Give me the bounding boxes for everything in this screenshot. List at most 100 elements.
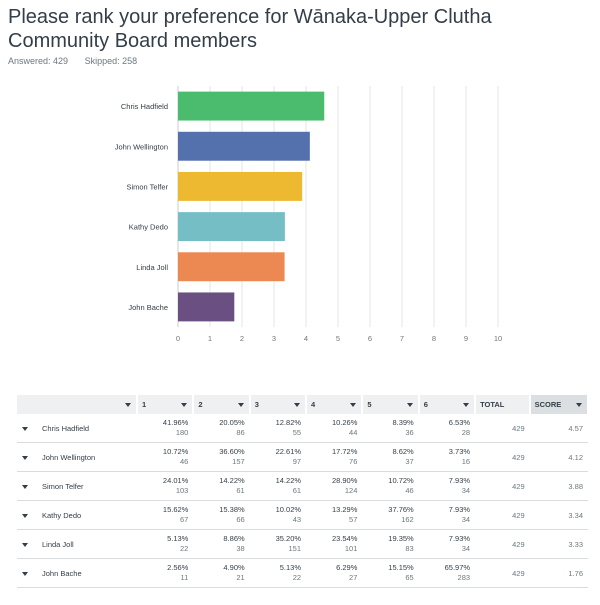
rank-count: 43 xyxy=(292,515,302,524)
name-column-header[interactable] xyxy=(17,395,138,414)
rank-percent: 10.72% xyxy=(388,476,414,485)
x-tick-label: 0 xyxy=(176,334,180,343)
row-name: Simon Telfer xyxy=(37,471,137,501)
x-tick-label: 10 xyxy=(494,334,502,343)
rank-percent: 7.93% xyxy=(448,534,471,543)
rank-count: 21 xyxy=(236,573,245,582)
rank-count: 28 xyxy=(461,428,471,437)
rank-percent: 6.53% xyxy=(448,418,471,427)
rank-count: 46 xyxy=(405,486,414,495)
rank-percent: 22.61% xyxy=(275,447,302,456)
rank-count: 27 xyxy=(349,573,358,582)
rank-cell: 65.97% 283 xyxy=(418,558,476,588)
bar-kathy-dedo xyxy=(178,212,285,242)
chevron-down-icon xyxy=(181,403,188,407)
row-score: 3.33 xyxy=(529,529,588,559)
skipped-count: Skipped: 258 xyxy=(84,56,138,66)
row-toggle[interactable] xyxy=(17,471,37,501)
rank-percent: 14.22% xyxy=(219,476,245,485)
row-toggle[interactable] xyxy=(17,442,37,472)
column-header-2[interactable]: 2 xyxy=(193,395,251,414)
row-score: 3.34 xyxy=(529,500,588,530)
row-total: 429 xyxy=(475,442,530,472)
rank-count: 16 xyxy=(461,457,471,466)
rank-percent: 4.90% xyxy=(223,563,245,572)
column-header-4[interactable]: 4 xyxy=(306,395,364,414)
rank-count: 180 xyxy=(175,428,189,437)
rank-percent: 12.82% xyxy=(275,418,302,427)
row-score: 1.76 xyxy=(529,558,588,588)
row-score: 3.88 xyxy=(529,471,588,501)
rank-cell: 14.22% 61 xyxy=(193,471,250,501)
rank-cell: 7.93% 34 xyxy=(418,529,476,559)
bar-simon-telfer xyxy=(178,171,303,201)
rank-percent: 15.15% xyxy=(388,563,414,572)
column-header-1[interactable]: 1 xyxy=(137,395,195,414)
rank-cell: 10.02% 43 xyxy=(249,500,307,530)
chevron-down-icon xyxy=(22,484,28,489)
rank-count: 103 xyxy=(175,486,189,495)
chevron-down-icon xyxy=(22,513,28,518)
row-toggle[interactable] xyxy=(17,558,37,588)
x-tick-label: 5 xyxy=(336,334,340,343)
row-total: 429 xyxy=(475,558,530,588)
category-label: Simon Telfer xyxy=(126,182,168,191)
rank-percent: 23.54% xyxy=(331,534,358,543)
row-toggle[interactable] xyxy=(17,414,37,443)
rank-cell: 22.61% 97 xyxy=(249,442,307,472)
row-score: 4.57 xyxy=(529,414,588,443)
rank-count: 151 xyxy=(288,544,302,553)
rank-percent: 5.13% xyxy=(279,563,302,572)
chevron-down-icon xyxy=(22,571,28,576)
rank-count: 124 xyxy=(344,486,358,495)
rank-percent: 5.13% xyxy=(167,534,189,543)
rank-percent: 10.02% xyxy=(275,505,302,514)
bar-chris-hadfield xyxy=(178,91,325,121)
rank-percent: 13.29% xyxy=(331,505,358,514)
rank-cell: 15.15% 65 xyxy=(362,558,419,588)
rank-percent: 19.35% xyxy=(388,534,414,543)
column-header-3[interactable]: 3 xyxy=(249,395,308,414)
rank-count: 61 xyxy=(236,486,245,495)
x-tick-label: 6 xyxy=(368,334,372,343)
rank-cell: 23.54% 101 xyxy=(306,529,363,559)
question-title: Please rank your preference for Wānaka-U… xyxy=(8,6,492,52)
rank-count: 83 xyxy=(405,544,414,553)
response-stats: Answered: 429 Skipped: 258 xyxy=(8,56,151,66)
row-toggle[interactable] xyxy=(17,500,37,530)
rank-cell: 2.56% 11 xyxy=(137,558,194,588)
column-header-5[interactable]: 5 xyxy=(362,395,420,414)
table-row: Chris Hadfield 41.96% 180 20.05% 86 12.82% 55 1… xyxy=(17,414,588,443)
rank-cell: 13.29% 57 xyxy=(306,500,363,530)
rank-count: 44 xyxy=(349,428,358,437)
rank-cell: 8.62% 37 xyxy=(362,442,419,472)
column-header-6[interactable]: 6 xyxy=(418,395,477,414)
rank-cell: 3.73% 16 xyxy=(418,442,476,472)
chevron-down-icon xyxy=(22,426,28,431)
column-header-total[interactable]: TOTAL xyxy=(475,395,531,414)
row-toggle[interactable] xyxy=(17,529,37,559)
category-label: John Wellington xyxy=(115,142,168,151)
rank-count: 61 xyxy=(292,486,302,495)
column-header-label: 4 xyxy=(311,400,316,409)
rank-count: 11 xyxy=(180,573,189,582)
rank-cell: 35.20% 151 xyxy=(249,529,307,559)
rank-count: 157 xyxy=(232,457,245,466)
rank-cell: 37.76% 162 xyxy=(362,500,419,530)
rank-cell: 6.53% 28 xyxy=(418,414,476,443)
rank-count: 65 xyxy=(405,573,414,582)
chevron-down-icon xyxy=(463,403,470,407)
chevron-down-icon xyxy=(22,455,28,460)
rank-count: 22 xyxy=(180,544,189,553)
rank-percent: 14.22% xyxy=(275,476,302,485)
rank-cell: 4.90% 21 xyxy=(193,558,250,588)
rank-cell: 28.90% 124 xyxy=(306,471,363,501)
table-row: John Bache 2.56% 11 4.90% 21 5.13% 22 6.29% 27 15… xyxy=(17,558,588,588)
x-tick-label: 7 xyxy=(400,334,404,343)
column-header-score[interactable]: SCORE xyxy=(529,395,590,414)
chevron-down-icon xyxy=(406,403,413,407)
rank-cell: 24.01% 103 xyxy=(137,471,194,501)
rank-percent: 37.76% xyxy=(388,505,414,514)
answered-count: Answered: 429 xyxy=(8,56,69,66)
table-row: Linda Joll 5.13% 22 8.86% 38 35.20% 151 23.54% 1… xyxy=(17,529,588,559)
